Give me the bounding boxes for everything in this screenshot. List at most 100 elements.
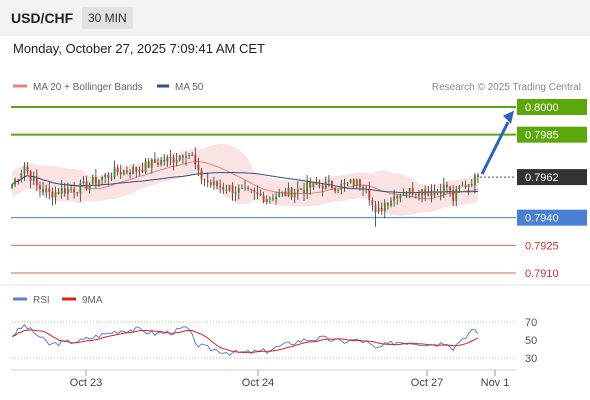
candle-body <box>427 192 430 196</box>
candle-body <box>312 182 315 188</box>
candle-body <box>88 184 91 190</box>
forecast-arrowhead <box>503 110 514 124</box>
candle-body <box>119 172 122 175</box>
candle-body <box>424 189 427 196</box>
candle-body <box>296 189 299 193</box>
rsi-line <box>11 323 479 356</box>
x-tick-label: Oct 27 <box>411 377 443 389</box>
candle-body <box>76 192 79 194</box>
candle-body <box>157 162 159 165</box>
candle-body <box>122 170 125 175</box>
candle-body <box>253 190 256 193</box>
candle-body <box>452 190 455 202</box>
candle-body <box>371 200 374 205</box>
candle-body <box>247 187 250 189</box>
candle-body <box>172 157 175 163</box>
candle-body <box>340 184 343 190</box>
candle-body <box>188 155 190 157</box>
legend-9ma-label: 9MA <box>82 295 103 306</box>
level-label-0.7910: 0.7910 <box>525 268 559 280</box>
level-label-0.7962: 0.7962 <box>525 172 559 184</box>
rsi-9ma-line <box>11 329 479 354</box>
candle-body <box>256 192 259 194</box>
candle-body <box>26 166 29 172</box>
candle-body <box>23 166 26 174</box>
candle-body <box>79 183 82 194</box>
candle-body <box>355 179 358 186</box>
candle-body <box>278 192 281 197</box>
level-label-0.8000: 0.8000 <box>525 102 559 114</box>
candle-body <box>216 181 218 187</box>
candle-body <box>439 191 442 195</box>
candle-body <box>222 186 225 190</box>
candle-body <box>54 191 57 198</box>
candle-body <box>101 177 103 180</box>
candle-body <box>154 159 156 163</box>
level-box-0.7962 <box>517 169 587 186</box>
candle-body <box>231 185 234 194</box>
x-tick-label: Oct 23 <box>70 377 102 389</box>
candle-body <box>365 189 368 191</box>
candle-body <box>306 182 309 193</box>
credit-label: Research © 2025 Trading Central <box>432 82 581 93</box>
header-bar: USD/CHF 30 MIN <box>0 0 590 36</box>
candle-body <box>321 185 324 189</box>
x-tick-label: Oct 24 <box>242 377 274 389</box>
candle-body <box>82 181 85 184</box>
level-box-0.8000 <box>517 99 587 115</box>
candle-body <box>262 195 265 203</box>
candle-body <box>63 188 66 194</box>
candle-body <box>209 182 212 186</box>
candle-body <box>135 166 138 172</box>
candle-body <box>368 189 371 201</box>
candle-body <box>396 196 399 199</box>
candle-body <box>281 191 284 193</box>
candle-body <box>464 184 467 188</box>
candle-body <box>11 184 13 189</box>
candle-body <box>129 172 131 175</box>
candle-body <box>237 187 240 193</box>
candle-body <box>433 192 436 196</box>
candle-body <box>473 174 476 186</box>
candle-body <box>430 192 433 196</box>
candle-body <box>150 159 153 168</box>
candle-body <box>42 189 44 193</box>
candle-body <box>331 180 333 188</box>
candle-body <box>163 159 166 162</box>
candle-body <box>284 191 287 197</box>
candle-body <box>343 183 346 185</box>
candle-body <box>70 188 72 190</box>
candle-body <box>178 155 181 160</box>
candle-body <box>110 177 113 179</box>
candle-body <box>383 202 386 212</box>
timeframe-button[interactable]: 30 MIN <box>82 7 133 29</box>
candle-body <box>67 188 69 194</box>
candle-body <box>458 185 461 189</box>
candle-body <box>259 193 262 196</box>
legend-ma20-label: MA 20 + Bollinger Bands <box>33 82 143 93</box>
candle-body <box>411 188 414 195</box>
legend-rsi-label: RSI <box>33 295 50 306</box>
price-chart: 0.7910 0.7925 0.7940 0.7962 0.7985 0.8000 MA 2… <box>0 82 590 389</box>
candle-body <box>39 185 41 190</box>
candle-body <box>197 164 200 171</box>
candle-body <box>374 204 377 213</box>
candle-body <box>17 179 20 181</box>
candle-body <box>194 154 197 165</box>
candle-body <box>244 187 246 189</box>
candle-body <box>113 167 116 178</box>
candle-body <box>29 171 32 181</box>
candle-body <box>275 196 277 200</box>
candle-body <box>300 189 302 191</box>
candle-body <box>234 192 237 194</box>
symbol-title: USD/CHF <box>11 10 74 26</box>
candle-body <box>309 182 312 188</box>
x-tick-label: Nov 1 <box>481 377 510 389</box>
candle-body <box>315 182 318 185</box>
candle-body <box>35 177 38 186</box>
candle-body <box>225 189 228 191</box>
candle-body <box>85 181 88 190</box>
candle-body <box>272 198 274 200</box>
candle-body <box>393 196 396 201</box>
candle-body <box>414 193 417 195</box>
